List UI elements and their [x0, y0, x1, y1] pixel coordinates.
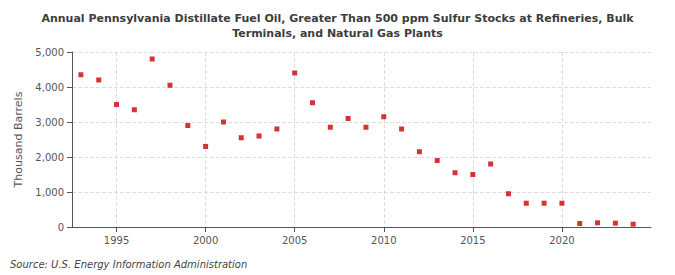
svg-text:2015: 2015: [460, 235, 485, 246]
svg-text:0: 0: [58, 222, 64, 233]
svg-text:Thousand Barrels: Thousand Barrels: [12, 91, 25, 188]
svg-text:4,000: 4,000: [35, 82, 64, 93]
svg-text:2020: 2020: [549, 235, 574, 246]
svg-text:Source: U.S. Energy Informatio: Source: U.S. Energy Information Administ…: [10, 259, 247, 270]
svg-text:2010: 2010: [371, 235, 396, 246]
svg-text:1,000: 1,000: [35, 187, 64, 198]
svg-text:5,000: 5,000: [35, 47, 64, 58]
svg-text:3,000: 3,000: [35, 117, 64, 128]
svg-text:Terminals, and Natural Gas Pla: Terminals, and Natural Gas Plants: [232, 27, 443, 40]
svg-text:Annual Pennsylvania Distillate: Annual Pennsylvania Distillate Fuel Oil,…: [41, 12, 634, 25]
svg-text:2,000: 2,000: [35, 152, 64, 163]
svg-text:2000: 2000: [193, 235, 218, 246]
svg-text:1995: 1995: [104, 235, 129, 246]
svg-text:2005: 2005: [282, 235, 307, 246]
